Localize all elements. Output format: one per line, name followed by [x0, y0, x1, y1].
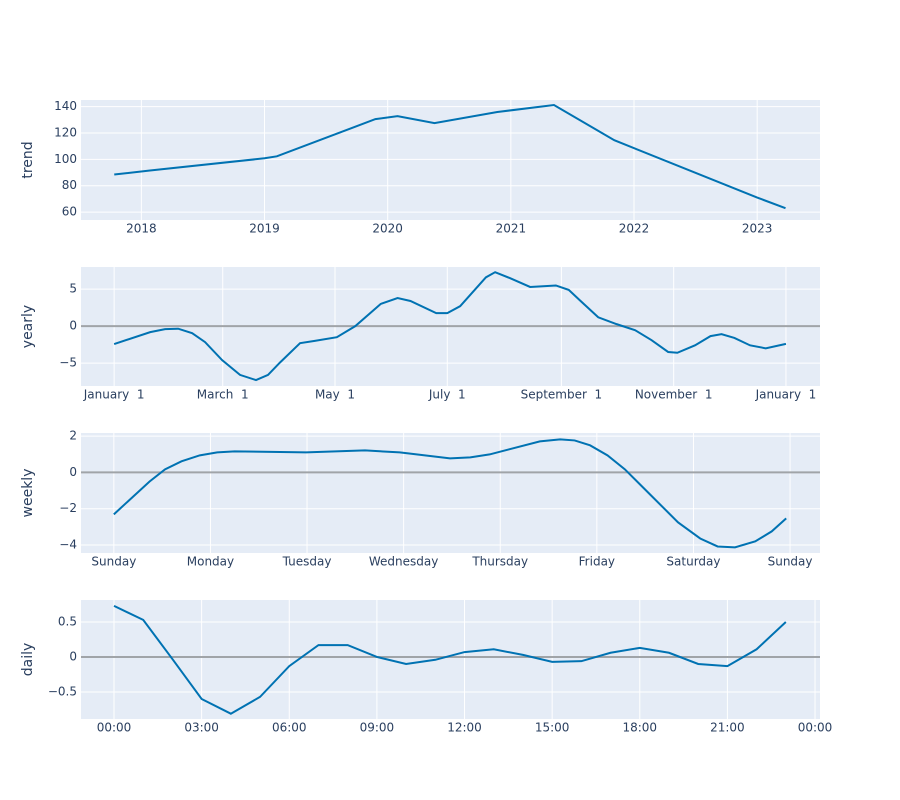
- x-tick-label: 06:00: [272, 721, 307, 735]
- x-tick-label: July 1: [428, 388, 466, 402]
- y-tick-label: 0: [69, 465, 77, 479]
- y-tick-label: −4: [59, 538, 77, 552]
- y-tick-label: 2: [69, 429, 77, 443]
- y-tick-label: 0: [69, 649, 77, 663]
- y-tick-label: 5: [69, 282, 77, 296]
- x-tick-label: 00:00: [798, 721, 833, 735]
- y-tick-label: −0.5: [48, 684, 77, 698]
- y-axis-title: trend: [20, 141, 36, 178]
- x-tick-label: 2020: [372, 222, 403, 236]
- y-tick-label: 120: [54, 125, 77, 139]
- x-tick-label: 21:00: [710, 721, 745, 735]
- x-tick-label: September 1: [521, 388, 603, 402]
- line-series: [113, 604, 787, 715]
- x-tick-label: Friday: [579, 555, 615, 569]
- x-tick-label: 12:00: [447, 721, 482, 735]
- y-tick-label: −5: [59, 356, 77, 370]
- y-tick-label: 100: [54, 152, 77, 166]
- y-axis-title: yearly: [20, 305, 36, 348]
- x-tick-label: Thursday: [471, 555, 528, 569]
- y-tick-label: 60: [62, 205, 77, 219]
- x-tick-label: Tuesday: [282, 555, 332, 569]
- x-tick-label: Sunday: [768, 555, 813, 569]
- y-tick-label: −2: [59, 501, 77, 515]
- x-tick-label: 2023: [742, 222, 773, 236]
- y-tick-label: 0: [69, 319, 77, 333]
- x-tick-label: Saturday: [666, 555, 720, 569]
- y-tick-label: 140: [54, 99, 77, 113]
- plot-background: [81, 600, 820, 719]
- x-tick-label: 09:00: [360, 721, 395, 735]
- x-tick-label: 18:00: [622, 721, 657, 735]
- x-tick-label: May 1: [315, 388, 355, 402]
- y-tick-label: 80: [62, 178, 77, 192]
- x-tick-label: 2022: [619, 222, 650, 236]
- plot-background: [81, 100, 820, 220]
- x-tick-label: 2019: [249, 222, 280, 236]
- line-series: [113, 271, 787, 382]
- x-tick-label: January 1: [755, 388, 817, 402]
- x-tick-label: 03:00: [184, 721, 219, 735]
- x-tick-label: Sunday: [91, 555, 136, 569]
- x-tick-label: March 1: [197, 388, 249, 402]
- y-tick-label: 0.5: [58, 614, 77, 628]
- y-axis-title: weekly: [20, 469, 36, 518]
- x-tick-label: Monday: [187, 555, 234, 569]
- x-tick-label: 00:00: [97, 721, 132, 735]
- y-axis-title: daily: [20, 643, 36, 677]
- line-series: [113, 438, 787, 549]
- x-tick-label: 15:00: [535, 721, 570, 735]
- x-tick-label: 2018: [126, 222, 157, 236]
- line-series: [114, 103, 786, 210]
- x-tick-label: November 1: [635, 388, 713, 402]
- x-tick-label: Wednesday: [369, 555, 438, 569]
- x-tick-label: 2021: [496, 222, 527, 236]
- x-tick-label: January 1: [83, 388, 145, 402]
- plot-background: [81, 433, 820, 553]
